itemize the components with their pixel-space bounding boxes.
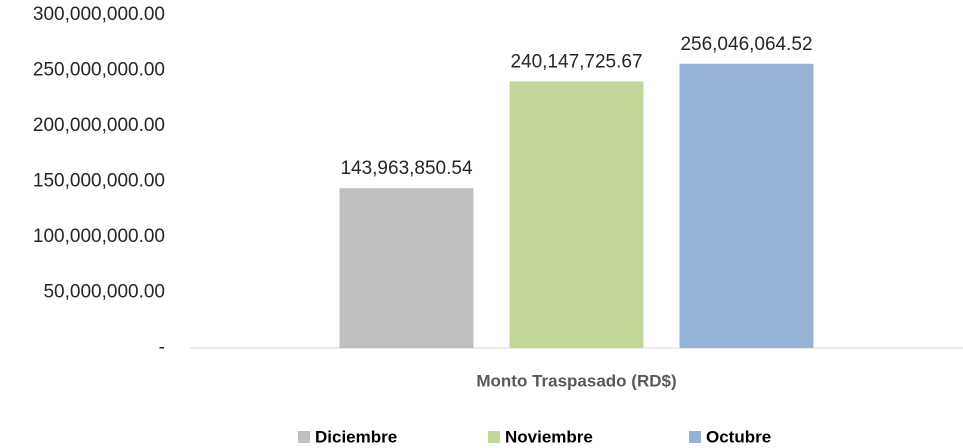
bar	[679, 63, 814, 348]
value-label: 143,963,850.54	[340, 158, 473, 179]
y-tick-label: 250,000,000.00	[33, 60, 165, 81]
legend-swatch	[298, 431, 310, 443]
legend-label: Diciembre	[315, 427, 397, 446]
y-tick-label: 50,000,000.00	[43, 282, 165, 303]
legend-label: Noviembre	[505, 427, 593, 446]
value-label: 256,046,064.52	[680, 34, 812, 55]
legend-label: Octubre	[706, 427, 771, 446]
y-tick-label: 200,000,000.00	[33, 115, 165, 136]
y-tick-label: 150,000,000.00	[33, 171, 165, 192]
bar	[339, 188, 474, 348]
value-label: 240,147,725.67	[510, 51, 642, 72]
legend-swatch	[689, 431, 701, 443]
x-tick-label: Monto Traspasado (RD$)	[476, 371, 676, 390]
y-tick-label: 100,000,000.00	[33, 226, 165, 247]
y-tick-label: 300,000,000.00	[33, 4, 165, 25]
bar	[509, 81, 644, 348]
legend-swatch	[488, 431, 500, 443]
y-tick-label: -	[159, 337, 165, 358]
